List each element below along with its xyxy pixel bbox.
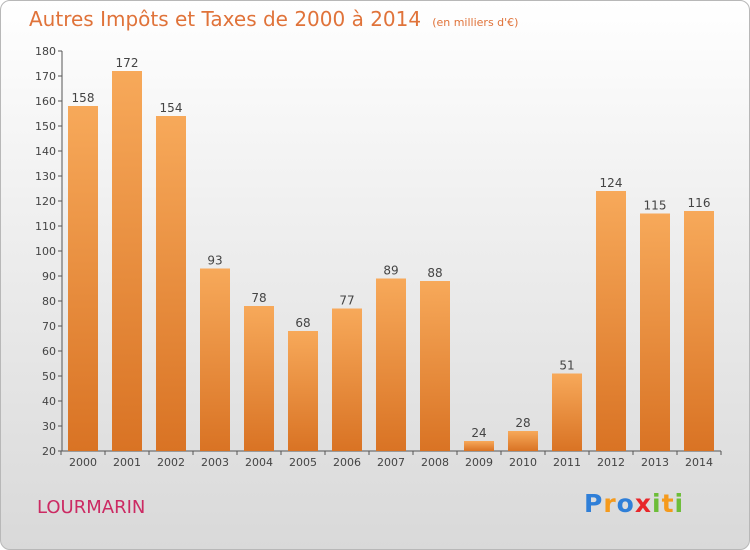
data-label: 24 [471,426,486,440]
bar-2011 [552,373,582,451]
data-label: 116 [688,196,711,210]
y-tick-label: 90 [42,270,56,283]
bar-2006 [332,308,362,451]
x-tick-label: 2010 [509,456,537,469]
data-label: 89 [383,264,398,278]
x-tick-label: 2001 [113,456,141,469]
x-tick-label: 2002 [157,456,185,469]
proxiti-logo: Proxiti [584,489,685,518]
x-tick-label: 2009 [465,456,493,469]
x-tick-label: 2004 [245,456,273,469]
y-tick-label: 50 [42,370,56,383]
y-tick-label: 40 [42,395,56,408]
y-tick-label: 30 [42,420,56,433]
y-tick-label: 70 [42,320,56,333]
y-tick-label: 60 [42,345,56,358]
bar-2003 [200,268,230,451]
y-tick-label: 100 [35,245,56,258]
data-label: 28 [515,416,530,430]
bar-2012 [596,191,626,451]
data-label: 154 [160,101,183,115]
x-tick-label: 2000 [69,456,97,469]
y-tick-label: 80 [42,295,56,308]
x-tick-label: 2011 [553,456,581,469]
y-tick-label: 170 [35,70,56,83]
x-tick-label: 2007 [377,456,405,469]
y-tick-label: 20 [42,445,56,458]
chart-title-main: Autres Impôts et Taxes de 2000 à 2014 [29,7,422,31]
data-label: 68 [295,316,310,330]
x-tick-label: 2012 [597,456,625,469]
bar-2007 [376,278,406,451]
y-tick-label: 120 [35,195,56,208]
data-label: 77 [339,294,354,308]
city-name: LOURMARIN [37,497,146,518]
data-label: 158 [72,91,95,105]
bar-2001 [112,71,142,451]
x-tick-label: 2013 [641,456,669,469]
y-tick-label: 180 [35,45,56,58]
data-label: 78 [251,291,266,305]
chart-title: Autres Impôts et Taxes de 2000 à 2014 (e… [29,7,518,31]
y-tick-label: 110 [35,220,56,233]
data-label: 172 [116,56,139,70]
bar-2010 [508,431,538,451]
bar-2004 [244,306,274,451]
y-tick-label: 160 [35,95,56,108]
data-label: 115 [644,199,667,213]
y-tick-label: 140 [35,145,56,158]
y-tick-label: 150 [35,120,56,133]
bar-2005 [288,331,318,451]
bar-2000 [68,106,98,451]
data-label: 88 [427,266,442,280]
bar-2014 [684,211,714,451]
x-tick-label: 2003 [201,456,229,469]
bar-2009 [464,441,494,451]
data-label: 124 [600,176,623,190]
x-tick-label: 2005 [289,456,317,469]
bar-2002 [156,116,186,451]
x-tick-label: 2014 [685,456,713,469]
x-tick-label: 2006 [333,456,361,469]
x-tick-label: 2008 [421,456,449,469]
bar-2013 [640,213,670,451]
data-label: 51 [559,359,574,373]
bar-2008 [420,281,450,451]
chart-subtitle: (en milliers d'€) [432,16,519,29]
data-label: 93 [207,254,222,268]
y-tick-label: 130 [35,170,56,183]
